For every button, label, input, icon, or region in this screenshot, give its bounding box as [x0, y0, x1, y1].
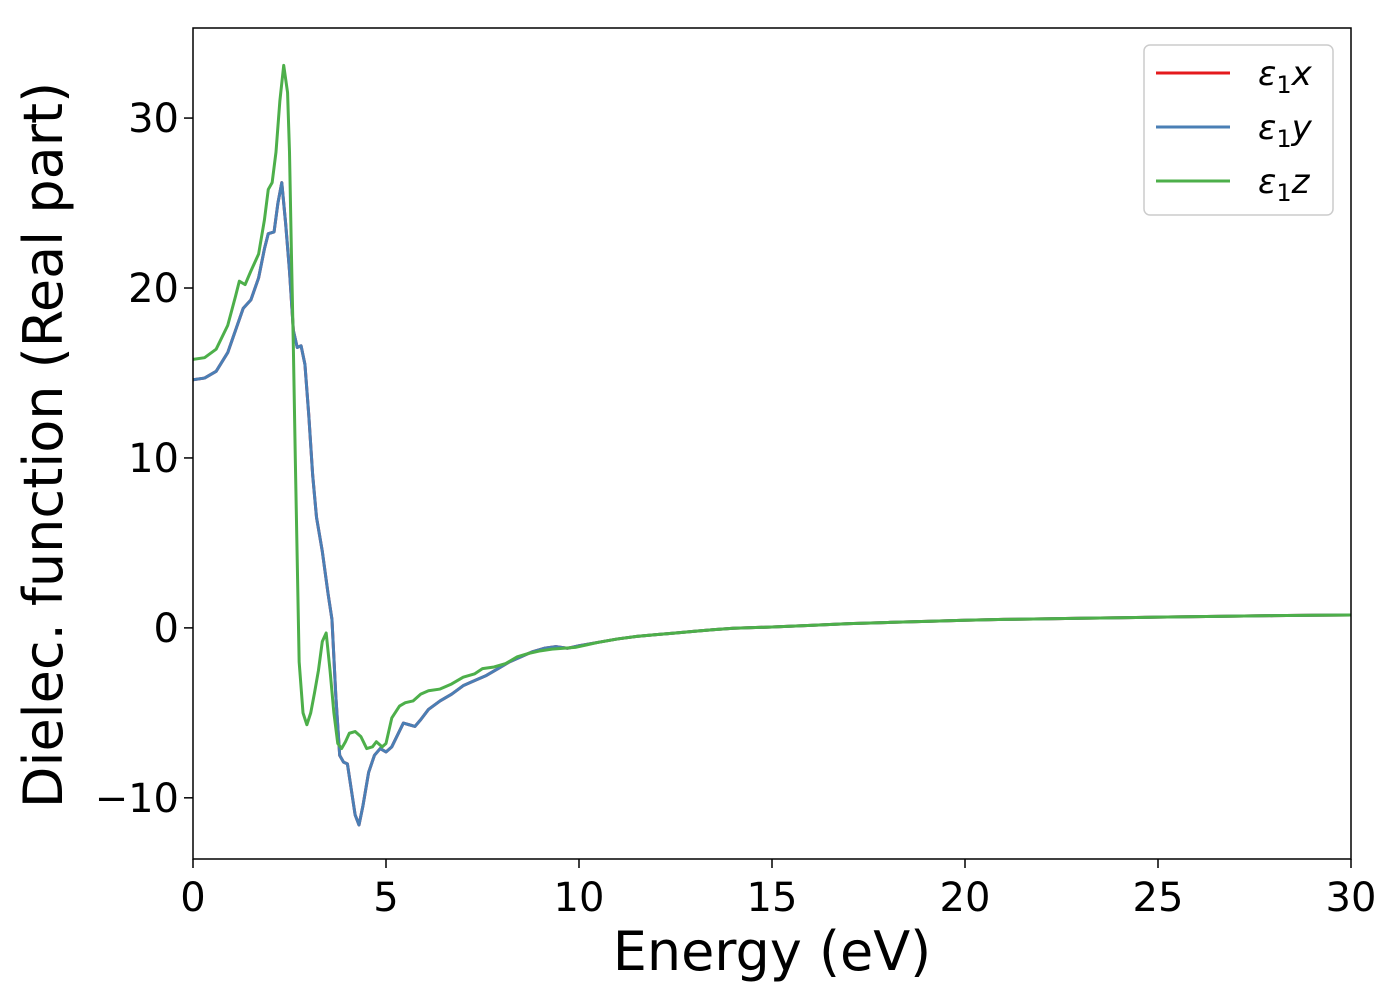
x-axis-ticks: 0 5 10 15 20 25 30 — [180, 859, 1376, 921]
y-tick-label: −10 — [95, 776, 179, 822]
x-axis-label: Energy (eV) — [613, 920, 932, 983]
x-tick-label: 5 — [373, 875, 398, 921]
y-axis-ticks: −10 0 10 20 30 — [95, 96, 193, 822]
x-tick-label: 15 — [747, 875, 798, 921]
x-tick-label: 30 — [1326, 875, 1377, 921]
series-line-y — [193, 181, 1351, 827]
x-tick-label: 10 — [554, 875, 605, 921]
y-tick-label: 20 — [128, 266, 179, 312]
y-axis-label: Dielec. function (Real part) — [12, 82, 75, 808]
y-tick-label: 30 — [128, 96, 179, 142]
legend-label-y: ε1y — [1258, 108, 1313, 153]
legend-label-x: ε1x — [1258, 54, 1313, 99]
series-line-x — [193, 181, 1351, 827]
x-tick-label: 20 — [940, 875, 991, 921]
legend-box — [1143, 44, 1334, 216]
x-tick-label: 25 — [1133, 875, 1184, 921]
legend: ε1x ε1y ε1z — [1143, 44, 1334, 216]
series-layer — [193, 63, 1351, 827]
series-line-z — [193, 63, 1351, 751]
x-tick-label: 0 — [180, 875, 205, 921]
legend-items: ε1x ε1y ε1z — [1156, 54, 1313, 207]
y-tick-label: 10 — [128, 436, 179, 482]
y-tick-label: 0 — [154, 606, 179, 652]
legend-label-z: ε1z — [1258, 162, 1311, 207]
